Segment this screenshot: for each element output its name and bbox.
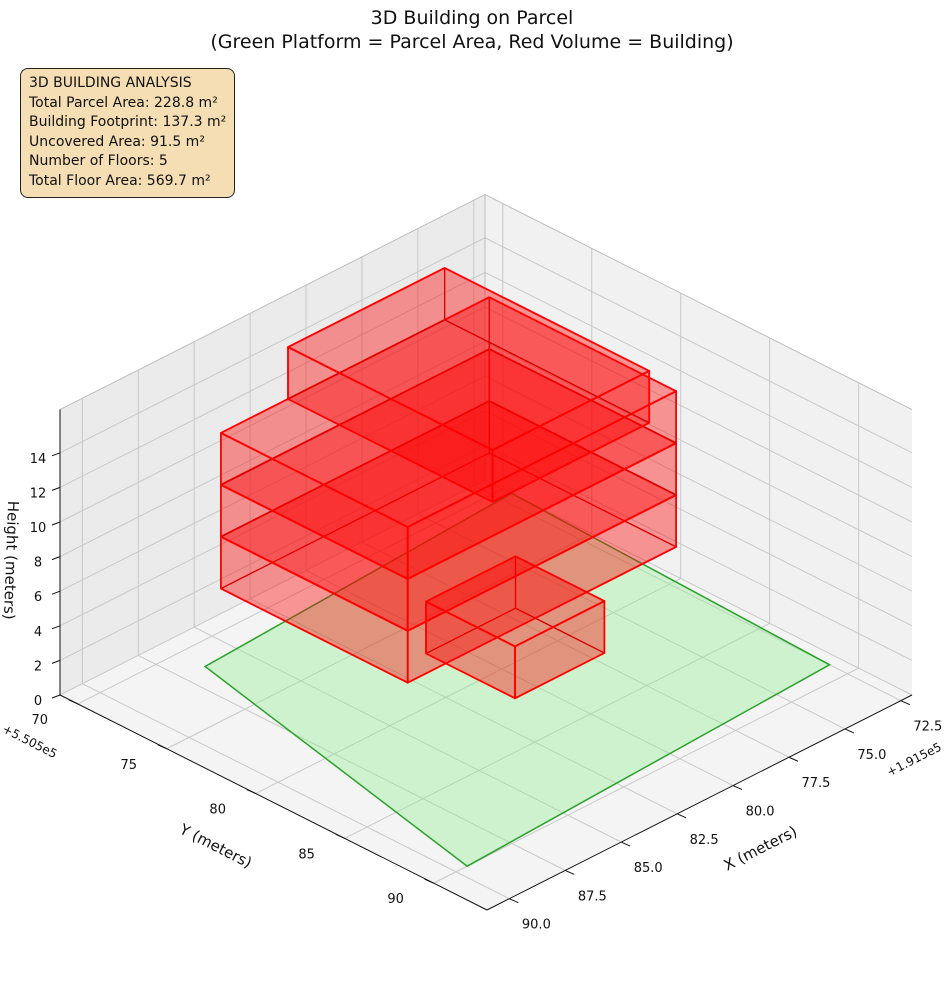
z-tick-label: 4 bbox=[34, 625, 42, 640]
axes bbox=[59, 409, 913, 911]
y-tick-label: 80 bbox=[209, 803, 226, 818]
x-axis-line bbox=[486, 694, 913, 911]
info-box-uncovered: Uncovered Area: 91.5 m² bbox=[29, 133, 205, 150]
z-tick-label: 0 bbox=[34, 694, 42, 709]
z-tick-5 bbox=[51, 521, 61, 526]
y-tick-1 bbox=[157, 744, 167, 750]
z-tick-label: 12 bbox=[30, 486, 47, 501]
grid-y-floor-0 bbox=[77, 488, 504, 705]
x-tick-5 bbox=[621, 841, 631, 847]
building-volume bbox=[219, 266, 677, 700]
grid-y-floor-3 bbox=[344, 622, 770, 839]
floor-block-1 bbox=[425, 555, 606, 700]
grid-x-floor-2 bbox=[361, 541, 790, 758]
x-tick-label: 87.5 bbox=[578, 889, 607, 904]
grid-y-floor-1 bbox=[166, 533, 592, 750]
grid-x-floor-4 bbox=[249, 598, 678, 815]
grid-x-floor-3 bbox=[305, 570, 734, 786]
grid-x-floor-6 bbox=[138, 654, 566, 871]
y-tick-label: 75 bbox=[120, 758, 137, 773]
y-axis-label: Y (meters) bbox=[176, 820, 255, 872]
z-tick-2 bbox=[51, 625, 61, 630]
tick-marks bbox=[51, 452, 911, 904]
z-tick-0 bbox=[51, 694, 61, 699]
info-box: 3D BUILDING ANALYSIS Total Parcel Area: … bbox=[20, 68, 236, 198]
pane-left bbox=[60, 194, 485, 695]
grid-y-floor-2 bbox=[255, 578, 681, 794]
y-tick-label: 70 bbox=[32, 713, 49, 728]
z-axis-label: Height (meters) bbox=[0, 500, 22, 620]
x-offset-label: +1.915e5 bbox=[885, 740, 944, 779]
info-box-floors: Number of Floors: 5 bbox=[29, 153, 168, 169]
x-tick-label: 72.5 bbox=[913, 720, 942, 735]
y-tick-label: 90 bbox=[387, 892, 404, 907]
x-tick-0 bbox=[900, 700, 911, 706]
z-tick-label: 8 bbox=[34, 556, 42, 571]
x-tick-7 bbox=[509, 898, 519, 904]
grid-y-floor-4 bbox=[433, 667, 859, 884]
z-tick-6 bbox=[51, 486, 61, 491]
z-tick-1 bbox=[51, 659, 61, 664]
chart-title: 3D Building on Parcel (Green Platform = … bbox=[0, 6, 944, 54]
z-tick-label: 6 bbox=[34, 590, 42, 605]
z-tick-label: 14 bbox=[30, 452, 47, 467]
x-axis-label: X (meters) bbox=[721, 822, 800, 874]
y-tick-2 bbox=[246, 789, 256, 794]
x-tick-2 bbox=[788, 756, 799, 762]
y-tick-3 bbox=[335, 833, 345, 839]
x-tick-label: 90.0 bbox=[522, 918, 551, 933]
x-tick-label: 75.0 bbox=[857, 748, 886, 763]
info-box-footprint: Building Footprint: 137.3 m² bbox=[29, 114, 227, 130]
floor-block-2 bbox=[219, 400, 677, 684]
x-tick-label: 82.5 bbox=[690, 833, 719, 848]
x-tick-label: 85.0 bbox=[634, 861, 663, 876]
grid-x-floor-1 bbox=[417, 513, 846, 730]
y-tick-label: 85 bbox=[298, 847, 315, 862]
x-tick-4 bbox=[676, 813, 687, 819]
floor-5-face-5 bbox=[287, 266, 651, 452]
y-tick-0 bbox=[68, 699, 78, 705]
x-tick-1 bbox=[844, 728, 855, 734]
grid-x-floor-5 bbox=[193, 626, 622, 843]
floor-block-4 bbox=[219, 296, 677, 580]
y-offset-label: +5.505e5 bbox=[0, 722, 59, 761]
x-tick-3 bbox=[732, 785, 743, 790]
z-tick-label: 10 bbox=[30, 521, 47, 536]
x-tick-label: 77.5 bbox=[801, 776, 830, 791]
info-box-floor-area: Total Floor Area: 569.7 m² bbox=[29, 172, 211, 189]
x-tick-label: 80.0 bbox=[746, 805, 775, 820]
chart-title-line-2: (Green Platform = Parcel Area, Red Volum… bbox=[210, 31, 734, 53]
floor-block-3 bbox=[219, 348, 677, 632]
z-tick-3 bbox=[51, 590, 61, 595]
pane-edges bbox=[59, 194, 913, 480]
info-box-heading: 3D BUILDING ANALYSIS bbox=[29, 75, 192, 91]
info-box-parcel-area: Total Parcel Area: 228.8 m² bbox=[29, 94, 218, 111]
z-tick-7 bbox=[51, 452, 61, 457]
z-tick-label: 2 bbox=[34, 659, 42, 674]
z-tick-4 bbox=[51, 556, 61, 561]
floor-1-face-5 bbox=[425, 555, 606, 648]
y-axis-line bbox=[59, 694, 488, 911]
y-tick-4 bbox=[424, 878, 434, 884]
parcel-platform bbox=[203, 492, 832, 868]
floor-block-5 bbox=[287, 266, 651, 503]
x-tick-6 bbox=[565, 869, 575, 875]
grid-x-floor-7 bbox=[82, 683, 510, 900]
chart-title-line-1: 3D Building on Parcel bbox=[370, 7, 574, 29]
